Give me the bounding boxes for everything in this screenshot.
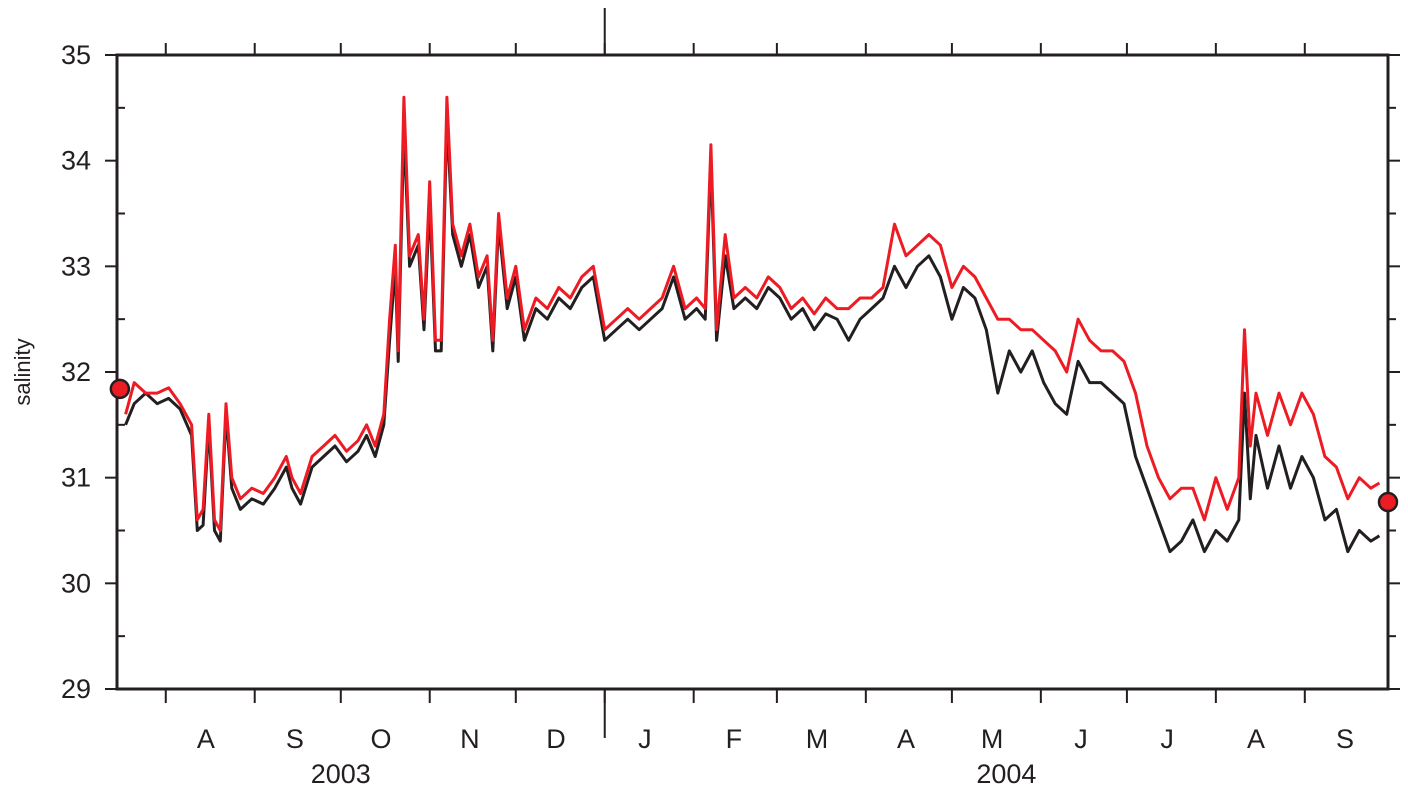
y-tick-label: 31 — [61, 463, 91, 493]
series-line-red — [124, 95, 1381, 532]
end-marker — [1377, 491, 1399, 513]
x-month-label: M — [806, 724, 829, 754]
x-month-label: J — [638, 724, 652, 754]
marker-layer — [109, 378, 1399, 513]
x-year-label: 2004 — [976, 759, 1036, 789]
x-month-label: A — [197, 724, 215, 754]
x-month-label: A — [897, 724, 915, 754]
x-month-label: S — [1336, 724, 1354, 754]
y-tick-label: 34 — [61, 146, 91, 176]
y-tick-label: 29 — [61, 674, 91, 704]
x-month-label: N — [460, 724, 480, 754]
y-tick-label: 35 — [61, 40, 91, 70]
x-month-label: A — [1247, 724, 1265, 754]
y-axis-label: salinity — [10, 338, 35, 405]
y-tick-label: 33 — [61, 251, 91, 281]
series-layer — [124, 95, 1381, 554]
x-month-label: D — [546, 724, 566, 754]
y-tick-label: 30 — [61, 568, 91, 598]
start-marker — [109, 378, 131, 400]
x-month-label: O — [370, 724, 391, 754]
x-year-label: 2003 — [311, 759, 371, 789]
plot-area — [115, 53, 1390, 691]
x-month-label: S — [286, 724, 304, 754]
x-month-label: J — [1160, 724, 1174, 754]
plot-frame — [115, 53, 1390, 691]
series-line-black — [124, 116, 1381, 554]
x-month-label: J — [1074, 724, 1088, 754]
y-tick-label: 32 — [61, 357, 91, 387]
x-month-label: M — [981, 724, 1004, 754]
x-month-label: F — [726, 724, 743, 754]
y-axis: 29 30 31 32 33 34 35 — [61, 40, 1400, 704]
